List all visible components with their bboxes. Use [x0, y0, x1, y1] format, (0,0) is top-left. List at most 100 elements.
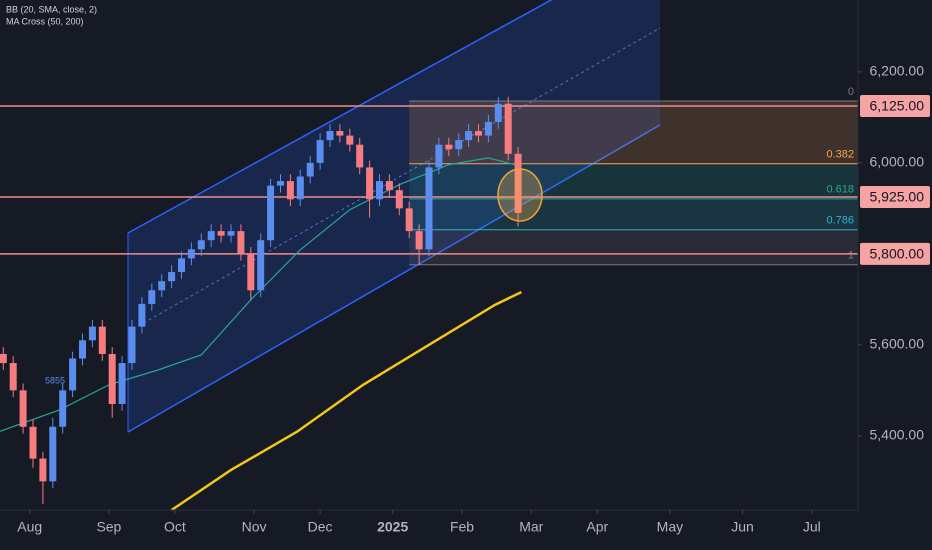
- candle-body: [475, 131, 482, 136]
- level-label-box: [860, 242, 930, 265]
- candle-body: [0, 353, 7, 364]
- ma-line: [170, 290, 522, 512]
- candle-body: [267, 185, 275, 241]
- candle-body: [187, 249, 195, 259]
- candle-body: [257, 240, 265, 291]
- y-tick-label: 6,200.00: [870, 63, 925, 79]
- x-tick-label: Jul: [803, 519, 821, 535]
- channel-mid: [127, 27, 661, 333]
- candle-body: [79, 340, 86, 359]
- candle-body: [326, 131, 334, 141]
- x-tick-label: Feb: [450, 519, 474, 535]
- candle-body: [178, 258, 185, 273]
- candle-body: [59, 390, 67, 427]
- annotation: 5855: [45, 375, 65, 385]
- x-tick-label: Jun: [731, 519, 754, 535]
- candle-body: [465, 131, 473, 141]
- x-tick-label: May: [657, 519, 683, 535]
- candle-body: [484, 121, 492, 136]
- candle-body: [19, 390, 27, 427]
- level-label-box: [860, 95, 930, 118]
- candle-body: [217, 231, 225, 236]
- candle-body: [455, 140, 463, 150]
- y-tick-label: 5,400.00: [870, 427, 925, 443]
- fib-label: 0: [848, 86, 854, 98]
- fib-label: 1: [848, 250, 854, 262]
- indicator-legend: BB (20, SMA, close, 2): [6, 4, 97, 14]
- candle-body: [237, 231, 245, 254]
- fib-band: [409, 229, 858, 265]
- x-tick-label: Apr: [586, 519, 608, 535]
- candle-body: [49, 426, 57, 482]
- fib-band: [409, 198, 858, 230]
- candle-body: [168, 272, 176, 282]
- candle-body: [118, 363, 126, 404]
- y-tick-label: 5,600.00: [870, 336, 925, 352]
- candle-body: [514, 153, 522, 213]
- candle-body: [98, 326, 106, 354]
- candle-body: [39, 458, 47, 482]
- level-label: 6,125.00: [870, 98, 925, 114]
- axes: 6,125.00 5,925.00 5,800.00 6,200.00 6,000.00…: [17, 63, 930, 535]
- candle-body: [207, 231, 215, 241]
- candle-body: [366, 167, 374, 200]
- candle-body: [376, 181, 383, 200]
- x-tick-label: 2025: [377, 519, 408, 535]
- candle-body: [9, 363, 17, 391]
- candle-body: [504, 103, 512, 154]
- candle-body: [88, 326, 96, 341]
- fib-retracement: 0 0.382 0.618 0.786 1: [409, 86, 858, 266]
- candle-body: [346, 135, 354, 145]
- x-tick-label: Sep: [96, 519, 121, 535]
- candle-body: [247, 253, 255, 291]
- candle-body: [445, 144, 453, 150]
- candle-body: [405, 208, 413, 232]
- fib-label: 0.786: [826, 215, 854, 227]
- candle-body: [385, 181, 393, 191]
- candle-body: [158, 281, 166, 291]
- candles: [0, 96, 522, 505]
- level-label: 5,925.00: [870, 189, 925, 205]
- candle-body: [425, 167, 433, 250]
- x-tick-label: Oct: [164, 519, 186, 535]
- candle-body: [148, 290, 156, 304]
- level-label: 5,800.00: [870, 246, 925, 262]
- channel-fill: [128, 0, 660, 432]
- candle-body: [356, 144, 364, 168]
- candle-body: [286, 181, 294, 200]
- candle-body: [277, 181, 284, 186]
- x-tick-label: Dec: [308, 519, 333, 535]
- level-label-box: [860, 185, 930, 208]
- candle-body: [336, 131, 344, 136]
- channel-upper: [127, 0, 553, 234]
- x-tick-label: Aug: [17, 519, 42, 535]
- candle-body: [128, 326, 136, 364]
- candle-body: [138, 303, 146, 327]
- fib-band: [409, 100, 858, 164]
- candle-body: [197, 240, 205, 250]
- candle-body: [316, 140, 324, 163]
- indicator-legend: MA Cross (50, 200): [6, 16, 84, 26]
- candle-body: [395, 190, 403, 209]
- y-tick-label: 6,000.00: [870, 154, 925, 170]
- candle-body: [108, 353, 116, 404]
- candle-body: [69, 358, 77, 391]
- candle-body: [306, 162, 314, 177]
- channel-lower: [127, 124, 661, 433]
- ma-line: [0, 157, 515, 432]
- candle-body: [435, 144, 443, 168]
- x-tick-label: Nov: [242, 519, 267, 535]
- candle-body: [29, 426, 37, 459]
- candle-body: [296, 176, 304, 200]
- candle-body: [494, 103, 502, 122]
- fib-band: [409, 163, 858, 199]
- fib-label: 0.382: [826, 149, 854, 161]
- x-tick-label: Mar: [519, 519, 543, 535]
- highlight-circle: [497, 168, 543, 222]
- fib-label: 0.618: [826, 184, 854, 196]
- indicator-lines: [0, 157, 522, 512]
- candle-body: [227, 231, 235, 236]
- candle-body: [415, 231, 423, 250]
